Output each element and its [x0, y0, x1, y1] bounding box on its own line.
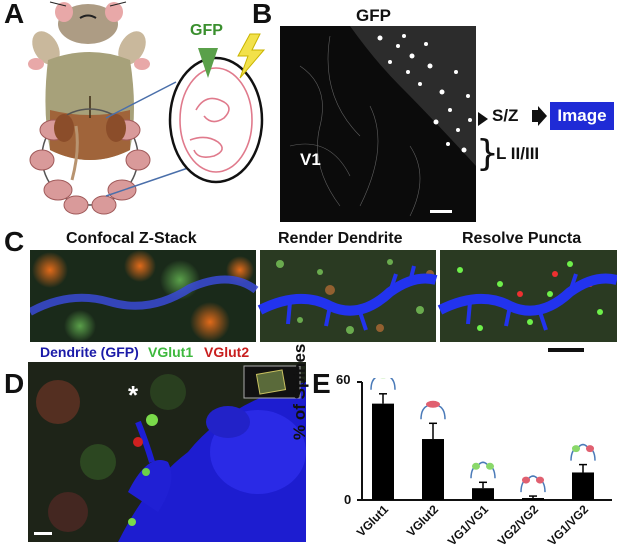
- bar-vg1-vg2: [572, 472, 594, 500]
- spine-head: [522, 476, 530, 484]
- spine-head: [586, 445, 594, 453]
- spine-head: [486, 462, 494, 470]
- x-tick-label: VG2/VG2: [495, 502, 541, 548]
- image-box: Image: [550, 102, 614, 130]
- gfp-injection-label: GFP: [190, 22, 223, 39]
- spine-head: [536, 476, 544, 484]
- layer-label: L II/III: [496, 144, 540, 163]
- spine-bar-chart: VGlut1 VGlut2 VG1/VG1 VG2/VG2 VG1/VG2: [354, 378, 612, 548]
- spine-icon: [520, 475, 546, 493]
- spine-icon: [470, 461, 496, 479]
- panel-a-letter: A: [4, 0, 25, 29]
- y-axis-label: % of Spines: [290, 343, 309, 440]
- panel-c-letter: C: [4, 226, 25, 257]
- confocal-title: Confocal Z-Stack: [66, 230, 197, 247]
- spine-head: [472, 462, 480, 470]
- image-arrow-head-icon: [538, 106, 547, 126]
- x-tick-label: VGlut2: [404, 502, 441, 539]
- dendrite-image-strip: [30, 250, 617, 342]
- x-tick-label: VGlut1: [354, 502, 391, 539]
- x-tick-label: VG1/VG1: [445, 502, 491, 548]
- v1-gfp-micrograph: [280, 26, 476, 222]
- legend-vglut2: VGlut2: [204, 344, 250, 360]
- layer-brace-icon: }: [476, 133, 499, 174]
- asterisk-marker: *: [128, 380, 139, 410]
- panel-b-title: GFP: [356, 6, 391, 25]
- spine-icon: [570, 443, 596, 461]
- x-tick-label: VG1/VG2: [545, 502, 591, 548]
- mouse-injection-illustration: [28, 1, 266, 215]
- bar-vglut2: [422, 439, 444, 500]
- render-title: Render Dendrite: [278, 230, 403, 247]
- y-tick-0: 0: [344, 492, 352, 507]
- spine-head: [572, 445, 580, 453]
- spine-icon: [370, 378, 396, 390]
- bar-vg1-vg1: [472, 488, 494, 500]
- region-label-v1: V1: [300, 150, 321, 169]
- bar-vglut1: [372, 403, 394, 500]
- resolve-title: Resolve Puncta: [462, 230, 582, 247]
- y-tick-60: 60: [336, 372, 351, 387]
- sz-arrow-icon: [478, 112, 488, 126]
- sz-label: S/Z: [492, 106, 519, 125]
- spine-head: [426, 400, 440, 408]
- panel-e-letter: E: [312, 368, 331, 399]
- bar-vg2-vg2: [522, 498, 544, 500]
- panel-d-letter: D: [4, 368, 25, 399]
- spine-3d-render: [28, 362, 306, 542]
- image-arrow-icon: [532, 110, 539, 122]
- scale-bar-c: [548, 348, 584, 352]
- panel-b-letter: B: [252, 0, 273, 29]
- legend-dendrite: Dendrite (GFP): [40, 344, 139, 360]
- legend-vglut1: VGlut1: [148, 344, 194, 360]
